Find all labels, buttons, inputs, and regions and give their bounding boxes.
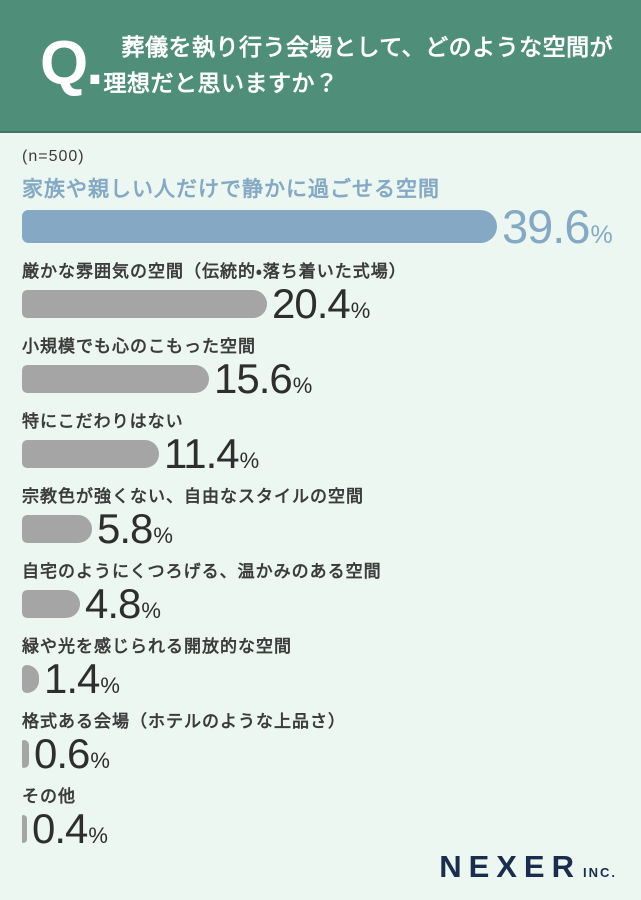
category-label: 緑や光を感じられる開放的な空間 (22, 637, 292, 656)
value-number: 15.6 (214, 355, 293, 402)
value-bar (22, 210, 497, 243)
category-label: 小規模でも心のこもった空間 (22, 337, 256, 356)
percent-sign: % (88, 823, 108, 848)
value-label: 39.6% (502, 203, 613, 250)
bar-line: 39.6% (22, 203, 619, 250)
chart-row: 自宅のようにくつろげる、温かみのある空間 4.8% (22, 560, 619, 625)
category-label: 家族や親しい人だけで静かに過ごせる空間 (22, 178, 440, 201)
bar-chart: 家族や親しい人だけで静かに過ごせる空間 39.6% 厳かな雰囲気の空間（伝統的・落ち… (22, 176, 619, 850)
value-number: 20.4 (272, 280, 351, 327)
brand-logo: NEXER INC. (439, 851, 617, 882)
chart-row: 家族や親しい人だけで静かに過ごせる空間 39.6% (22, 176, 619, 250)
chart-row: 格式ある会場（ホテルのような上品さ） 0.6% (22, 710, 619, 775)
percent-sign: % (350, 298, 371, 323)
brand-name: NEXER (439, 849, 581, 884)
value-bar (22, 740, 29, 768)
value-number: 5.8 (97, 505, 153, 552)
chart-row: 緑や光を感じられる開放的な空間 1.4% (22, 635, 619, 700)
value-label: 0.6% (34, 733, 110, 775)
category-label: その他 (22, 787, 76, 806)
percent-sign: % (590, 221, 613, 249)
category-label: 自宅のようにくつろげる、温かみのある空間 (22, 562, 382, 581)
value-number: 11.4 (164, 430, 240, 477)
category-label: 厳かな雰囲気の空間（伝統的・落ち着いた式場） (22, 262, 407, 281)
category-label: 特にこだわりはない (22, 412, 184, 431)
percent-sign: % (100, 673, 120, 698)
sample-size-label: (n=500) (22, 148, 85, 165)
percent-sign: % (141, 598, 161, 623)
bar-line: 0.6% (22, 733, 619, 775)
bar-line: 20.4% (22, 283, 619, 325)
chart-row: 宗教色が強くない、自由なスタイルの空間 5.8% (22, 485, 619, 550)
value-number: 0.4 (32, 805, 88, 852)
brand-suffix: INC. (583, 865, 617, 880)
value-label: 20.4% (272, 283, 370, 325)
value-label: 5.8% (97, 508, 173, 550)
value-label: 15.6% (214, 358, 312, 400)
question-header: Q. 葬儀を執り行う会場として、どのような空間が 理想だと思いますか？ (0, 0, 641, 133)
chart-area: (n=500) 家族や親しい人だけで静かに過ごせる空間 39.6% 厳かな雰囲気の空… (0, 148, 641, 850)
percent-sign: % (292, 373, 313, 398)
value-bar (22, 815, 27, 843)
value-label: 11.4% (164, 433, 259, 475)
chart-row: 厳かな雰囲気の空間（伝統的・落ち着いた式場） 20.4% (22, 260, 619, 325)
category-label: 宗教色が強くない、自由なスタイルの空間 (22, 487, 364, 506)
value-number: 4.8 (85, 580, 141, 627)
bar-line: 5.8% (22, 508, 619, 550)
bar-line: 11.4% (22, 433, 619, 475)
value-label: 1.4% (44, 658, 120, 700)
value-label: 4.8% (85, 583, 161, 625)
value-bar (22, 665, 39, 693)
value-bar (22, 515, 92, 543)
chart-row: 小規模でも心のこもった空間 15.6% (22, 335, 619, 400)
value-label: 0.4% (32, 808, 108, 850)
value-number: 0.6 (34, 730, 90, 777)
question-line-1: 葬儀を執り行う会場として、どのような空間が (121, 33, 614, 60)
percent-sign: % (90, 748, 110, 773)
value-number: 1.4 (44, 655, 100, 702)
q-mark: Q. (40, 28, 103, 98)
chart-row: その他 0.4% (22, 785, 619, 850)
value-bar (22, 590, 80, 618)
question-text: 葬儀を執り行う会場として、どのような空間が 理想だと思いますか？ (103, 30, 614, 101)
percent-sign: % (239, 448, 260, 473)
value-bar (22, 365, 209, 393)
chart-row: 特にこだわりはない 11.4% (22, 410, 619, 475)
value-bar (22, 290, 267, 318)
value-bar (22, 440, 159, 468)
category-label: 格式ある会場（ホテルのような上品さ） (22, 712, 346, 731)
bar-line: 4.8% (22, 583, 619, 625)
bar-line: 0.4% (22, 808, 619, 850)
percent-sign: % (153, 523, 173, 548)
question-line-2: 理想だと思いますか？ (103, 69, 339, 96)
value-number: 39.6 (502, 200, 590, 253)
bar-line: 1.4% (22, 658, 619, 700)
bar-line: 15.6% (22, 358, 619, 400)
